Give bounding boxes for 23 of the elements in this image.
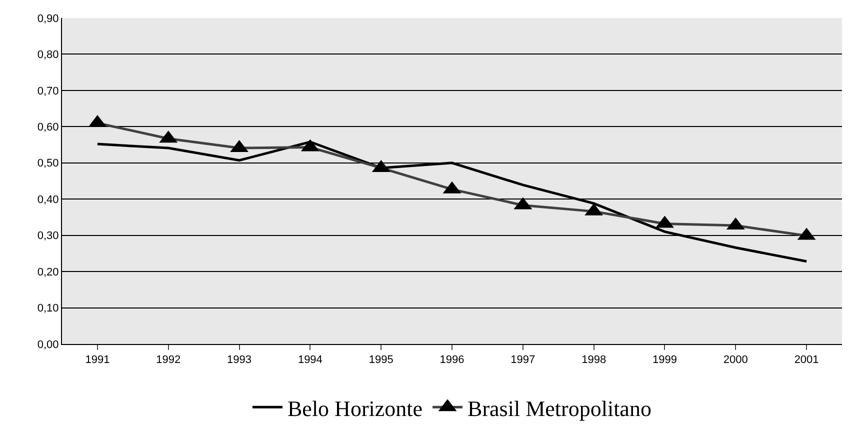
y-tick-label: 0,90 — [37, 12, 59, 25]
y-tick-label: 0,20 — [37, 266, 59, 278]
y-tick-label: 0,70 — [37, 85, 59, 98]
x-tick-label: 1999 — [652, 354, 677, 366]
y-tick-label: 0,50 — [37, 158, 59, 170]
y-tick-label: 0,80 — [37, 49, 59, 62]
legend-label: Brasil Metropolitano — [468, 396, 652, 421]
x-tick-label: 2001 — [794, 354, 819, 366]
x-tick-label: 1991 — [85, 354, 110, 366]
y-tick-label: 0,60 — [37, 122, 59, 134]
y-tick-label: 0,40 — [37, 194, 59, 206]
legend-label: Belo Horizonte — [288, 396, 423, 421]
x-tick-label: 1992 — [156, 354, 181, 366]
x-tick-label: 1994 — [298, 354, 322, 366]
x-tick-label: 1996 — [440, 354, 464, 366]
x-tick-label: 1995 — [368, 354, 394, 366]
x-tick-label: 1997 — [510, 354, 536, 366]
y-tick-label: 0,30 — [37, 230, 59, 242]
x-tick-label: 2000 — [723, 354, 748, 366]
y-tick-label: 0,10 — [37, 302, 59, 315]
x-tick-label: 1998 — [582, 354, 606, 366]
x-tick-label: 1993 — [227, 354, 252, 366]
y-tick-label: 0,00 — [37, 338, 59, 351]
